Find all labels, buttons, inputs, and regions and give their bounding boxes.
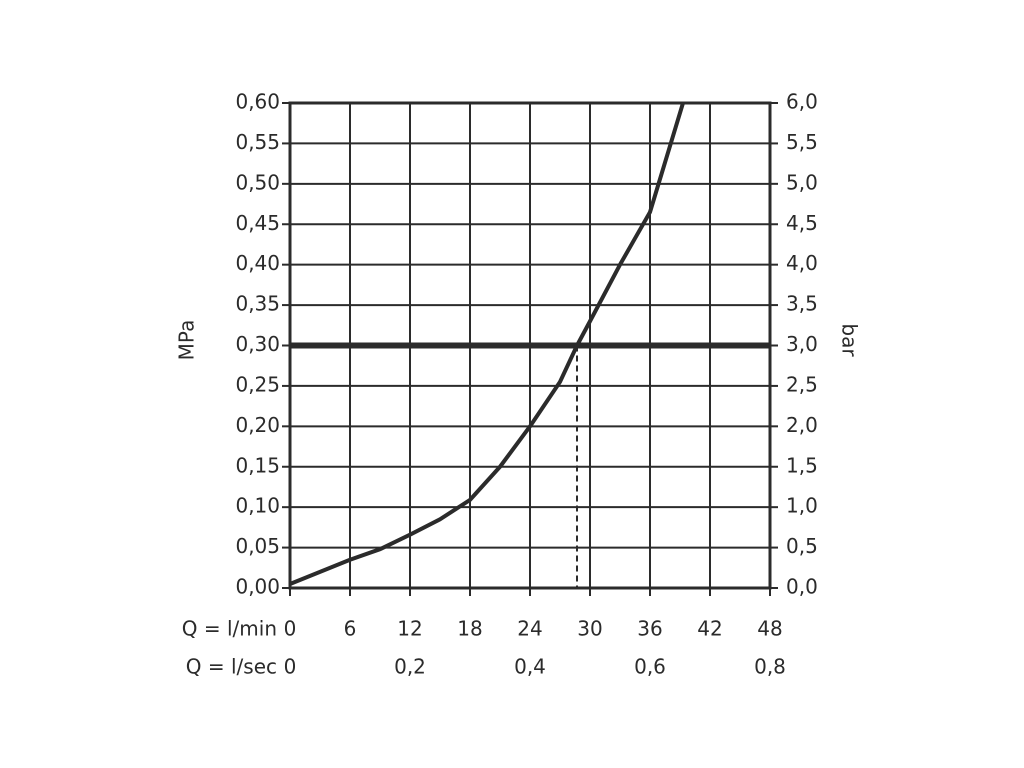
y2-tick-label: 4,0	[786, 251, 818, 275]
y2-tick-label: 0,5	[786, 534, 818, 558]
y2-tick-label: 5,5	[786, 130, 818, 154]
y-tick-label: 0,45	[235, 211, 280, 235]
y2-axis-label: bar	[838, 323, 862, 357]
curve	[289, 102, 685, 586]
x-tick-label: 30	[577, 617, 602, 641]
x-tick-label: 18	[457, 617, 482, 641]
x-tick-label: 36	[637, 617, 662, 641]
y2-tick-label: 2,5	[786, 372, 818, 396]
x2-tick-label: 0,2	[394, 655, 426, 679]
y2-tick-label: 4,5	[786, 211, 818, 235]
y-tick-label: 0,40	[235, 251, 280, 275]
y-tick-label: 0,05	[235, 534, 280, 558]
y-tick-label: 0,50	[235, 170, 280, 194]
x-tick-label: 24	[517, 617, 542, 641]
x2-tick-label: 0,6	[634, 655, 666, 679]
y-tick-label: 0,25	[235, 372, 280, 396]
y-tick-label: 0,10	[235, 494, 280, 518]
y-axis-label: MPa	[175, 320, 199, 361]
x2-tick-label: 0,4	[514, 655, 546, 679]
y-tick-label: 0,00	[235, 575, 280, 599]
x-tick-label: 12	[397, 617, 422, 641]
y2-tick-label: 5,0	[786, 170, 818, 194]
y2-tick-label: 3,5	[786, 292, 818, 316]
y-tick-label: 0,55	[235, 130, 280, 154]
x2-tick-label: 0,8	[754, 655, 786, 679]
x-axis-label: Q = l/min	[182, 617, 277, 641]
y2-tick-label: 1,0	[786, 494, 818, 518]
x-tick-label: 6	[344, 617, 357, 641]
y2-tick-label: 6,0	[786, 90, 818, 114]
y-tick-label: 0,35	[235, 292, 280, 316]
x-tick-label: 48	[757, 617, 782, 641]
y2-tick-label: 0,0	[786, 575, 818, 599]
x2-axis-label: Q = l/sec	[186, 655, 277, 679]
y-tick-label: 0,20	[235, 413, 280, 437]
y2-tick-label: 3,0	[786, 332, 818, 356]
y2-tick-label: 1,5	[786, 453, 818, 477]
y-tick-label: 0,30	[235, 332, 280, 356]
y2-tick-label: 2,0	[786, 413, 818, 437]
x-tick-label: 42	[697, 617, 722, 641]
y-tick-label: 0,15	[235, 453, 280, 477]
x2-tick-label: 0	[284, 655, 297, 679]
x-tick-label: 0	[284, 617, 297, 641]
y-tick-label: 0,60	[235, 90, 280, 114]
